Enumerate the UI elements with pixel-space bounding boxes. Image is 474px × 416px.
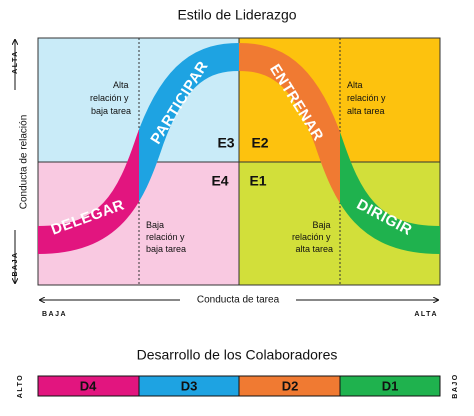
- note-line: Alta: [113, 80, 129, 90]
- note-line: baja tarea: [91, 106, 131, 116]
- curve: [37, 42, 441, 254]
- note-line: Baja: [312, 220, 330, 230]
- stage-box: [339, 375, 441, 397]
- note-line: relación y: [146, 232, 185, 242]
- note-line: Baja: [146, 220, 164, 230]
- stage-label: D4: [80, 378, 97, 393]
- quadrant-note: Alta relación y baja tarea: [90, 80, 131, 116]
- quadrant-note: Baja relación y alta tarea: [292, 220, 333, 254]
- axis-high: ALTA: [414, 311, 438, 318]
- quadrant-code: E2: [251, 135, 268, 151]
- development-high: ALTO: [17, 374, 24, 398]
- note-line: baja tarea: [146, 244, 186, 254]
- note-line: relación y: [347, 93, 386, 103]
- y-axis-label: Conducta de relación: [19, 115, 30, 210]
- quadrant-code: E3: [217, 135, 234, 151]
- note-line: alta tarea: [347, 106, 385, 116]
- quadrant-note: Alta relación y alta tarea: [347, 80, 388, 116]
- frame: [37, 37, 441, 286]
- curve-segment: [37, 129, 139, 254]
- note-line: Alta: [347, 80, 363, 90]
- note-line: alta tarea: [295, 244, 333, 254]
- stage-label: D2: [282, 378, 299, 393]
- quadrant-code: E1: [249, 173, 266, 189]
- stage-label: D1: [382, 378, 399, 393]
- curve-segment: [340, 132, 441, 254]
- note-line: relación y: [292, 232, 331, 242]
- x-axis-label: Conducta de tarea: [197, 295, 280, 306]
- axis-low: BAJA: [42, 311, 67, 318]
- axis-low: BAJA: [12, 251, 19, 276]
- axis-high: ALTA: [12, 50, 19, 74]
- development-low: BAJO: [452, 373, 459, 398]
- quadrant-code: E4: [211, 173, 228, 189]
- quadrant-note: Baja relación y baja tarea: [146, 220, 187, 254]
- note-line: relación y: [90, 93, 129, 103]
- stage-label: D3: [181, 378, 198, 393]
- title: Estilo de Liderazgo: [177, 7, 296, 23]
- development-title: Desarrollo de los Colaboradores: [137, 347, 338, 363]
